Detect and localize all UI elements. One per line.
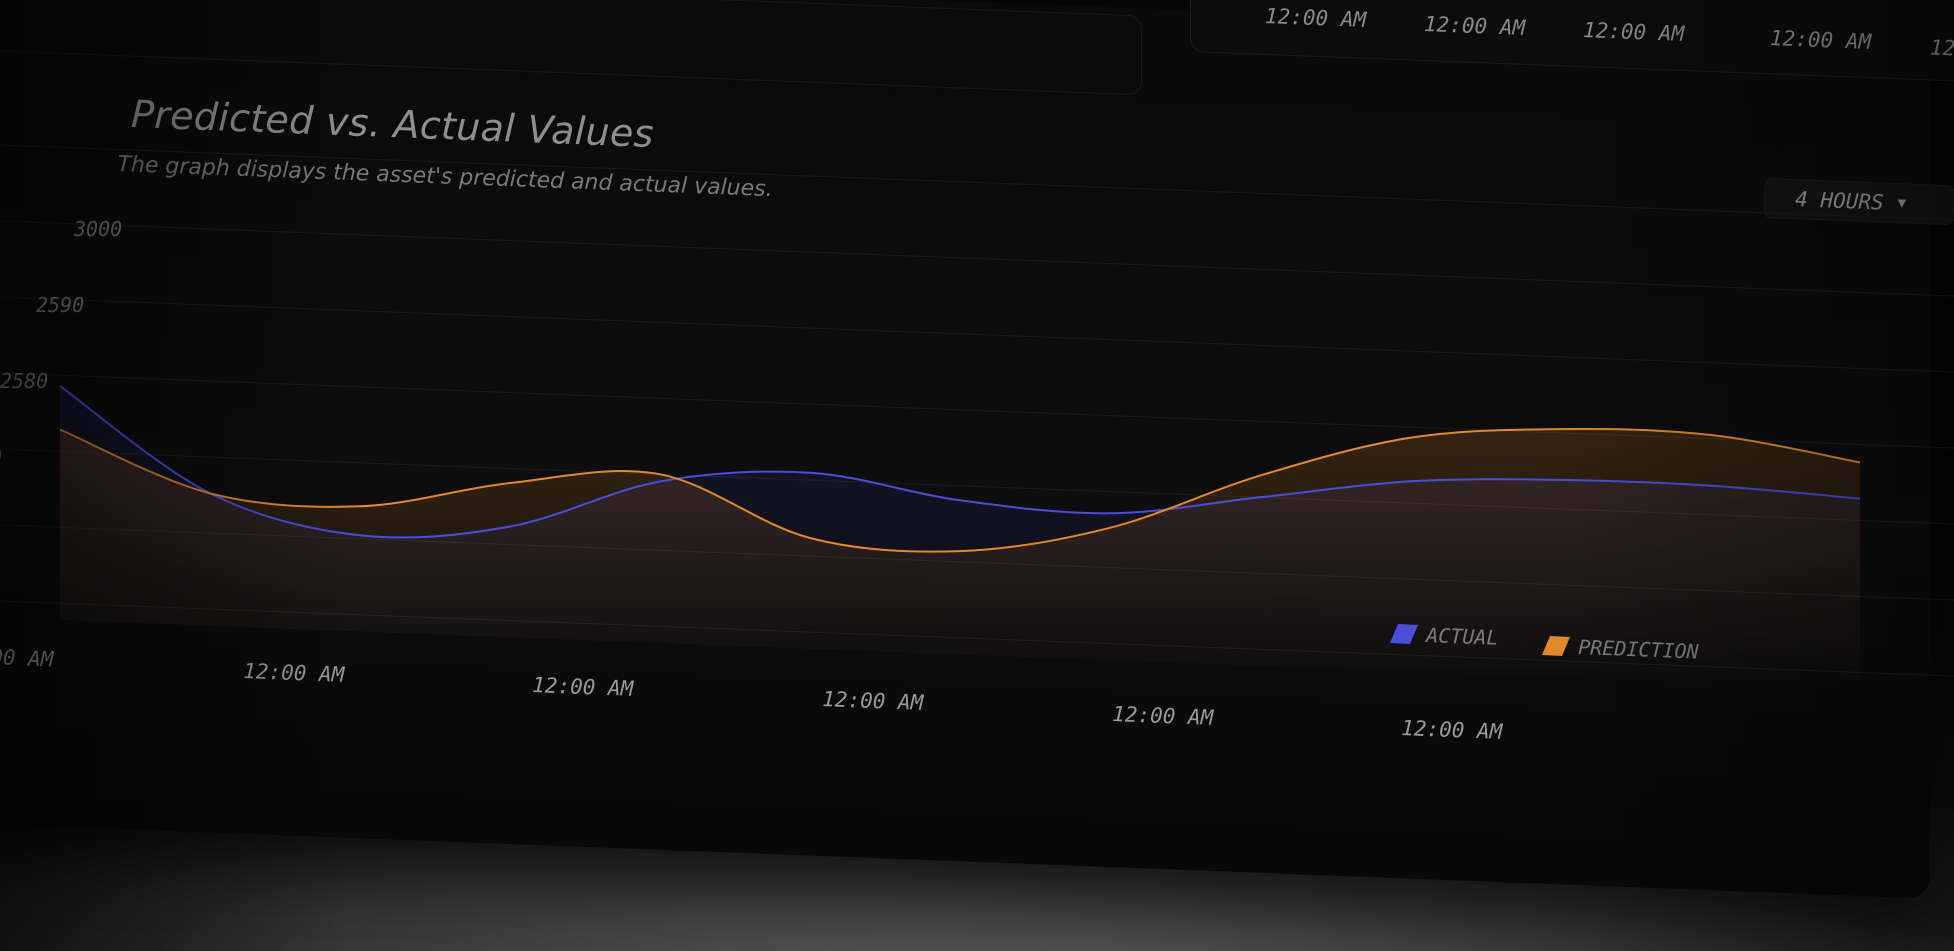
x-tick-label: 12:00 AM (1401, 716, 1504, 744)
grid-line (0, 220, 1954, 297)
legend-label-prediction: PREDICTION (1578, 635, 1700, 664)
y-tick-label: 2590 (36, 293, 84, 317)
x-tick-label: 12:00 AM (822, 687, 925, 715)
y-tick-label: 2580 (0, 369, 48, 393)
x-tick-label: 00 AM (0, 645, 55, 671)
x-tick-label: 12:00 AM (1112, 702, 1215, 730)
x-tick-label: 12:00 AM (243, 659, 346, 687)
x-tick-label: 12:00 AM (532, 673, 635, 701)
y-tick-label: 3000 (73, 217, 122, 241)
y-tick-label: 0 (0, 445, 2, 469)
grid-line (0, 144, 1954, 221)
grid-line (0, 296, 1954, 373)
legend-label-actual: ACTUAL (1424, 623, 1499, 650)
